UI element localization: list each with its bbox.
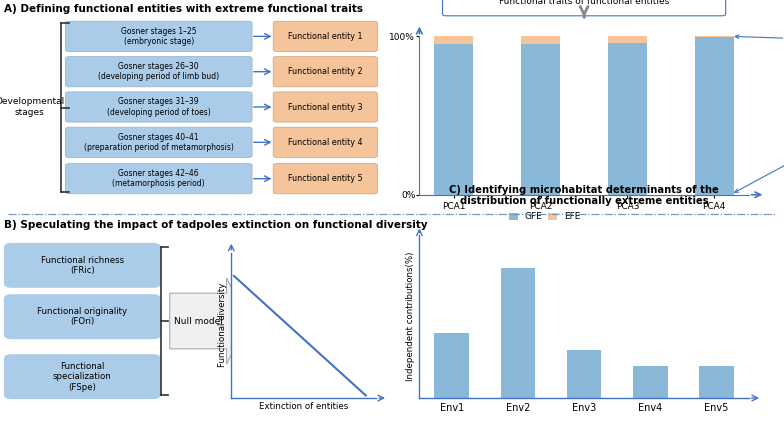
Bar	[608, 43, 647, 195]
Text: Functional traits of functional entities: Functional traits of functional entities	[499, 0, 670, 6]
Bar	[434, 44, 474, 195]
FancyBboxPatch shape	[274, 127, 378, 158]
FancyBboxPatch shape	[4, 243, 161, 288]
FancyBboxPatch shape	[274, 21, 378, 51]
Bar	[434, 36, 474, 44]
Text: C) Identifying microhabitat determinants of the
distribution of functionally ext: C) Identifying microhabitat determinants…	[449, 184, 719, 206]
Text: 0.5%: 0.5%	[735, 34, 784, 43]
Bar	[501, 268, 535, 398]
Text: Functional entity 4: Functional entity 4	[288, 138, 363, 147]
FancyBboxPatch shape	[274, 92, 378, 122]
Text: Functional entity 2: Functional entity 2	[288, 67, 363, 76]
Polygon shape	[169, 278, 248, 364]
FancyBboxPatch shape	[65, 21, 252, 51]
FancyBboxPatch shape	[274, 56, 378, 87]
Legend: GFE, EFE: GFE, EFE	[505, 209, 584, 225]
Text: Null model: Null model	[174, 316, 223, 326]
Text: Functional
specialization
(FSpe): Functional specialization (FSpe)	[53, 362, 111, 392]
FancyBboxPatch shape	[65, 163, 252, 194]
Text: Functional originality
(FOri): Functional originality (FOri)	[38, 307, 127, 327]
Text: A) Defining functional entities with extreme functional traits: A) Defining functional entities with ext…	[4, 4, 363, 14]
Bar	[521, 36, 561, 44]
Y-axis label: Independent contributions(%): Independent contributions(%)	[406, 252, 416, 381]
Text: Functional entity 5: Functional entity 5	[288, 174, 363, 183]
Text: Functional entity 1: Functional entity 1	[288, 32, 363, 41]
FancyBboxPatch shape	[65, 127, 252, 158]
Text: Developmental
stages: Developmental stages	[0, 97, 64, 117]
FancyBboxPatch shape	[274, 163, 378, 194]
Bar	[699, 366, 734, 398]
Bar	[608, 36, 647, 43]
Y-axis label: Functional diversity: Functional diversity	[218, 283, 227, 368]
FancyBboxPatch shape	[65, 56, 252, 87]
Bar	[567, 350, 601, 398]
Text: Gosner stages 1–25
(embryonic stage): Gosner stages 1–25 (embryonic stage)	[121, 27, 197, 46]
FancyBboxPatch shape	[4, 294, 161, 339]
Bar	[695, 36, 734, 37]
Text: Gosner stages 31–39
(developing period of toes): Gosner stages 31–39 (developing period o…	[107, 97, 211, 117]
Text: Functional entity 3: Functional entity 3	[288, 102, 363, 112]
Text: B) Speculating the impact of tadpoles extinction on functional diversity: B) Speculating the impact of tadpoles ex…	[4, 220, 427, 230]
Bar	[633, 366, 667, 398]
X-axis label: Extinction of entities: Extinction of entities	[260, 402, 348, 411]
Text: Gosner stages 40–41
(preparation period of metamorphosis): Gosner stages 40–41 (preparation period …	[84, 133, 234, 152]
Text: Gosner stages 42–46
(metamorphosis period): Gosner stages 42–46 (metamorphosis perio…	[112, 169, 205, 188]
Text: Functional richness
(FRic): Functional richness (FRic)	[41, 256, 124, 275]
Bar	[521, 44, 561, 195]
FancyBboxPatch shape	[442, 0, 726, 16]
Text: Gosner stages 26–30
(developing period of limb bud): Gosner stages 26–30 (developing period o…	[98, 62, 220, 81]
Bar	[434, 333, 469, 398]
Bar	[695, 37, 734, 195]
FancyBboxPatch shape	[4, 354, 161, 399]
Text: 0.5%: 0.5%	[735, 153, 784, 192]
FancyBboxPatch shape	[65, 92, 252, 122]
